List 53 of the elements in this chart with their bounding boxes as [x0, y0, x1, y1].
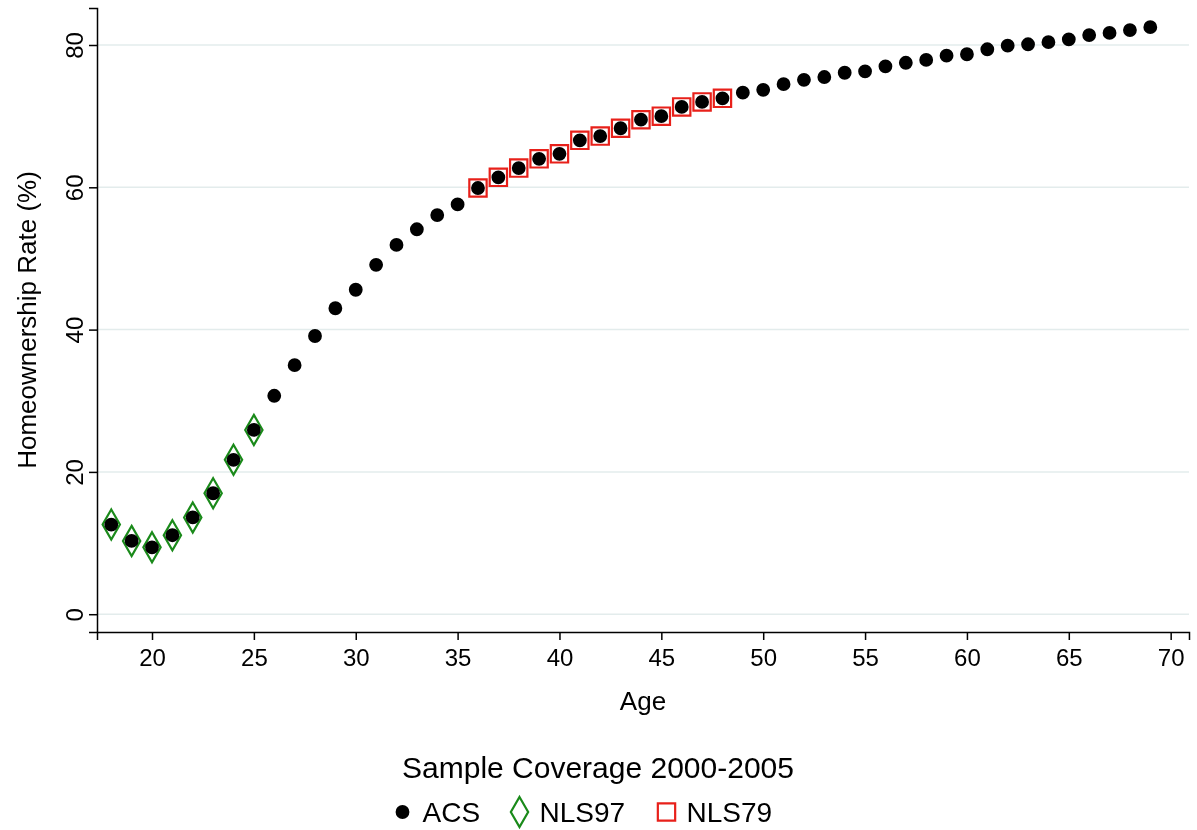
x-tick-label: 50 — [750, 643, 778, 671]
x-tick-label: 55 — [852, 643, 879, 671]
point — [369, 257, 384, 272]
x-tick-label: 60 — [954, 643, 981, 671]
point — [837, 65, 852, 80]
point — [919, 53, 934, 67]
point — [1000, 38, 1015, 53]
point — [308, 329, 322, 343]
point — [878, 59, 893, 74]
point — [858, 64, 872, 79]
point — [817, 70, 832, 84]
y-tick-label: 40 — [61, 316, 88, 344]
point — [430, 208, 445, 222]
x-tick-label: 65 — [1055, 643, 1083, 671]
y-tick-label: 0 — [61, 608, 88, 622]
point — [1021, 37, 1035, 52]
legend-label: ACS — [422, 797, 481, 828]
y-tick-label: 20 — [61, 459, 88, 486]
point — [267, 388, 282, 403]
y-tick-label: 60 — [61, 174, 88, 202]
point — [1041, 35, 1056, 50]
point — [898, 55, 913, 70]
point — [1143, 20, 1158, 35]
point — [797, 72, 811, 87]
x-tick-label: 30 — [342, 643, 370, 671]
point — [1123, 23, 1137, 37]
point — [1102, 26, 1117, 40]
x-tick-label: 20 — [139, 643, 166, 671]
x-tick-label: 25 — [241, 643, 268, 671]
point — [756, 82, 771, 97]
y-axis-title: Homeownership Rate (%) — [12, 171, 42, 469]
point — [980, 42, 995, 57]
point — [328, 301, 343, 316]
point — [1082, 28, 1097, 42]
point — [348, 282, 363, 297]
point — [389, 238, 404, 252]
x-tick-label: 45 — [648, 643, 676, 671]
x-tick-label: 35 — [444, 643, 472, 671]
x-axis-title: Age — [619, 686, 667, 716]
point — [1061, 32, 1076, 47]
point — [776, 77, 791, 92]
point — [735, 85, 750, 100]
point — [450, 197, 465, 212]
legend-title: Sample Coverage 2000-2005 — [402, 751, 794, 784]
x-tick-label: 40 — [546, 643, 574, 671]
y-tick-label: 80 — [61, 32, 88, 59]
point — [287, 358, 302, 373]
x-tick-label: 70 — [1157, 643, 1185, 671]
point — [409, 222, 424, 237]
legend-label: NLS79 — [686, 797, 773, 828]
point — [960, 47, 974, 62]
point — [939, 48, 954, 63]
legend-label: NLS97 — [539, 797, 626, 828]
